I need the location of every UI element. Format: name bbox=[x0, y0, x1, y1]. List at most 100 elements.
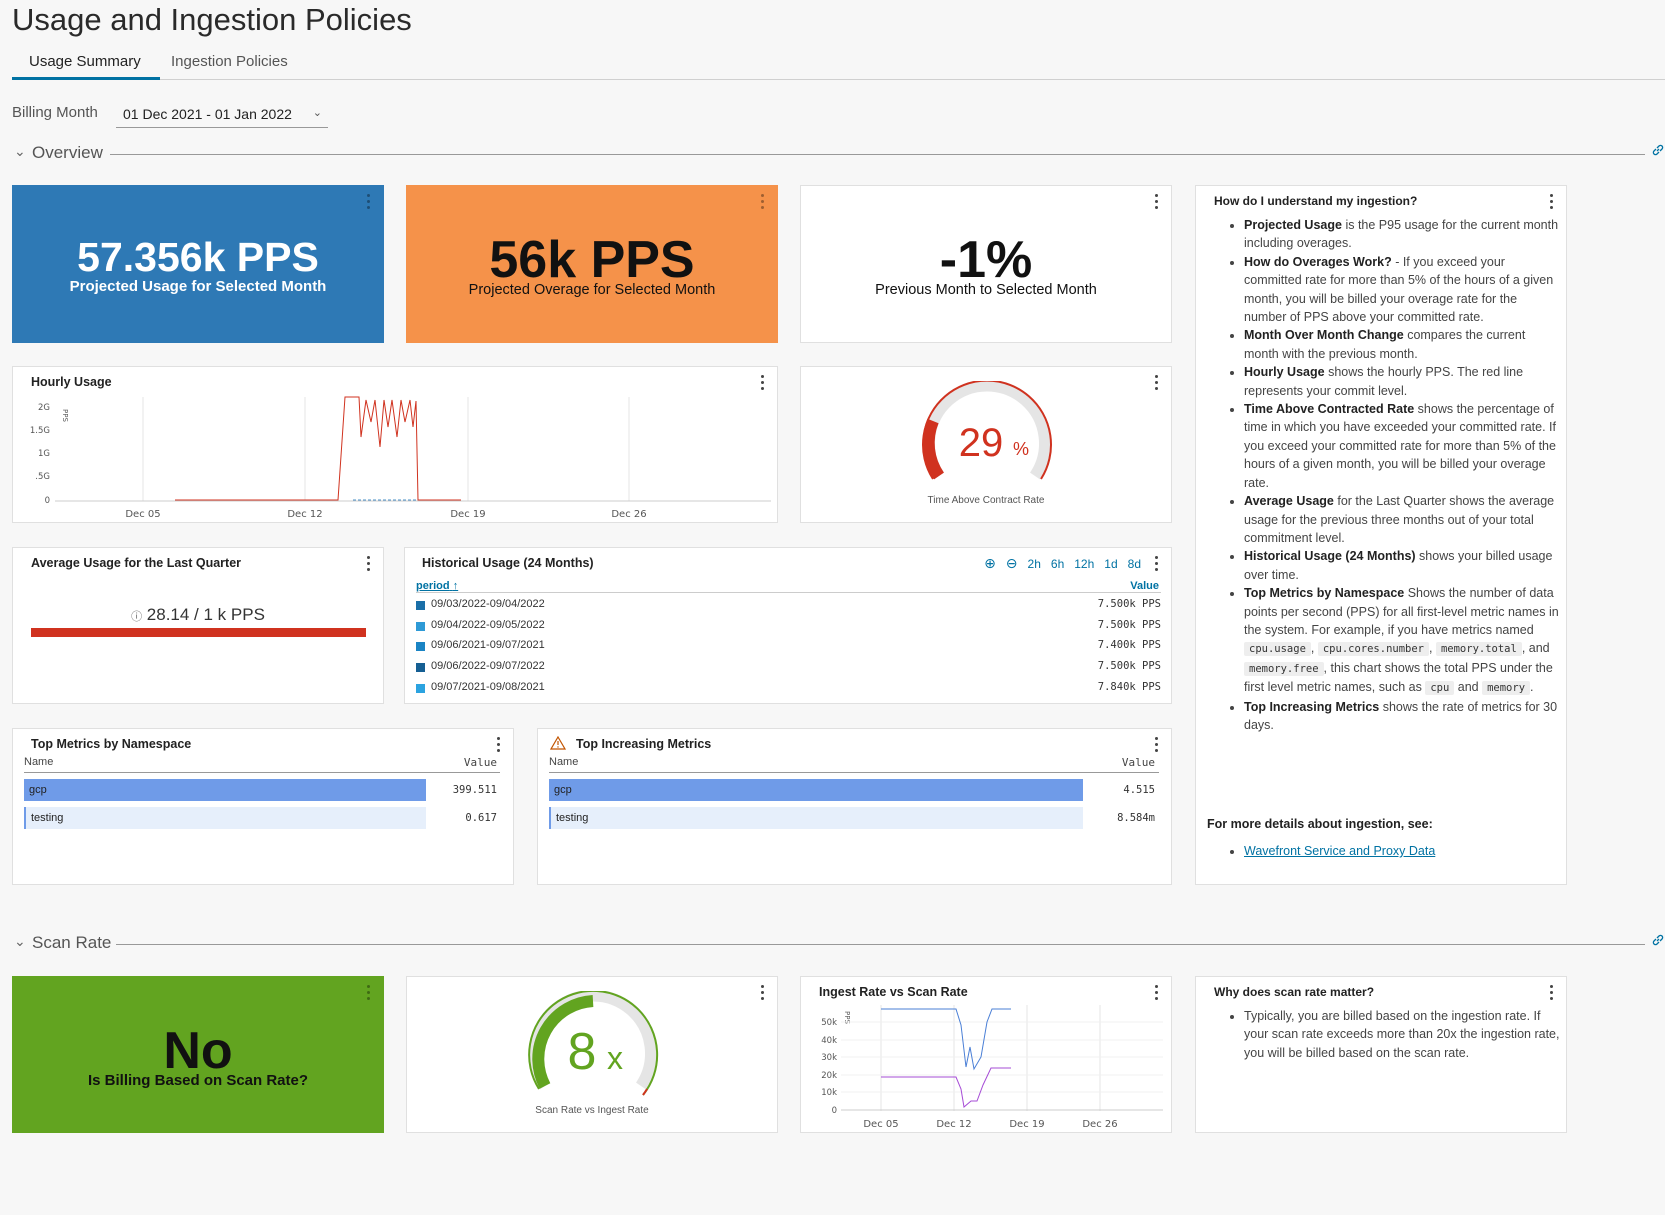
chevron-down-icon[interactable]: ⌄ bbox=[14, 143, 26, 159]
top-increasing-card: Top Increasing Metrics Name Value gcp 4.… bbox=[537, 728, 1172, 885]
section-scan-rate-title: Scan Rate bbox=[32, 933, 112, 952]
card-menu-icon[interactable] bbox=[1550, 194, 1554, 210]
table-row[interactable]: 09/06/2022-09/07/2022 7.500k PPS bbox=[416, 660, 1161, 681]
projected-overage-card: 56k PPS Projected Overage for Selected M… bbox=[406, 185, 778, 343]
card-menu-icon[interactable] bbox=[1155, 194, 1159, 210]
table-row[interactable]: gcp bbox=[549, 779, 1083, 801]
ingest-vs-scan-title: Ingest Rate vs Scan Rate bbox=[819, 985, 968, 999]
x-tick: Dec 19 bbox=[1009, 1119, 1044, 1130]
link-icon[interactable] bbox=[1651, 143, 1665, 157]
billing-month-value: 01 Dec 2021 - 01 Jan 2022 bbox=[123, 106, 292, 122]
x-tick: Dec 05 bbox=[125, 509, 160, 520]
name-column-header: Name bbox=[549, 756, 579, 768]
chevron-down-icon[interactable]: ⌄ bbox=[14, 933, 26, 949]
table-row[interactable]: gcp bbox=[24, 779, 426, 801]
ingestion-help-card: How do I understand my ingestion? Projec… bbox=[1195, 185, 1567, 885]
namespace-value: 0.617 bbox=[465, 812, 497, 824]
list-item: Hourly Usage shows the hourly PPS. The r… bbox=[1244, 363, 1560, 400]
link-icon[interactable] bbox=[1651, 933, 1665, 947]
top-namespace-card: Top Metrics by Namespace Name Value gcp … bbox=[12, 728, 514, 885]
month-change-value: -1% bbox=[939, 231, 1033, 289]
section-divider bbox=[116, 944, 1645, 945]
month-change-label: Previous Month to Selected Month bbox=[875, 282, 1097, 298]
table-row[interactable]: 09/07/2021-09/08/2021 7.840k PPS bbox=[416, 681, 1161, 702]
card-menu-icon[interactable] bbox=[1155, 737, 1159, 753]
range-1d-button[interactable]: 1d bbox=[1104, 556, 1118, 571]
y-axis-unit: PPS bbox=[61, 409, 69, 422]
y-tick: 0 bbox=[832, 1106, 837, 1116]
series-swatch bbox=[416, 663, 425, 673]
list-item: Historical Usage (24 Months) shows your … bbox=[1244, 547, 1560, 584]
time-above-unit: % bbox=[1013, 439, 1029, 459]
range-12h-button[interactable]: 12h bbox=[1074, 556, 1095, 571]
series-swatch bbox=[416, 601, 425, 610]
projected-usage-label: Projected Usage for Selected Month bbox=[69, 278, 327, 295]
active-tab-indicator bbox=[12, 77, 160, 80]
card-menu-icon[interactable] bbox=[367, 556, 371, 572]
value-column-header[interactable]: Value bbox=[1130, 580, 1159, 592]
list-item: Time Above Contracted Rate shows the per… bbox=[1244, 400, 1560, 492]
scan-rate-gauge: 8 x bbox=[528, 991, 659, 1096]
card-menu-icon[interactable] bbox=[367, 985, 371, 1001]
card-menu-icon[interactable] bbox=[761, 375, 765, 391]
historical-usage-card: Historical Usage (24 Months) ⊕ ⊖ 2h 6h 1… bbox=[404, 547, 1172, 704]
range-8d-button[interactable]: 8d bbox=[1127, 556, 1141, 571]
zoom-in-icon[interactable]: ⊕ bbox=[984, 555, 996, 571]
namespace-value: 399.511 bbox=[452, 784, 497, 796]
section-scan-rate-header[interactable]: ⌄ Scan Rate bbox=[12, 933, 1665, 955]
period-column-header[interactable]: period ↑ bbox=[416, 580, 459, 592]
y-tick: .5G bbox=[35, 472, 50, 482]
section-overview-title: Overview bbox=[32, 143, 103, 162]
list-item: Typically, you are billed based on the i… bbox=[1244, 1007, 1560, 1062]
series-swatch bbox=[416, 642, 425, 652]
projected-usage-card: 57.356k PPS Projected Usage for Selected… bbox=[12, 185, 384, 343]
wavefront-docs-link[interactable]: Wavefront Service and Proxy Data bbox=[1244, 844, 1436, 858]
table-row[interactable]: testing bbox=[24, 807, 426, 829]
y-tick: 1.5G bbox=[30, 426, 50, 436]
page-title: Usage and Ingestion Policies bbox=[12, 2, 412, 37]
table-row[interactable]: 09/06/2021-09/07/2021 7.400k PPS bbox=[416, 639, 1161, 660]
time-range-controls: ⊕ ⊖ 2h 6h 12h 1d 8d bbox=[984, 555, 1141, 572]
card-menu-icon[interactable] bbox=[367, 194, 371, 210]
range-6h-button[interactable]: 6h bbox=[1050, 556, 1065, 571]
card-menu-icon[interactable] bbox=[1155, 375, 1159, 391]
list-item: Wavefront Service and Proxy Data bbox=[1244, 842, 1435, 860]
card-menu-icon[interactable] bbox=[497, 737, 501, 753]
x-tick: Dec 12 bbox=[287, 509, 322, 520]
x-tick: Dec 05 bbox=[863, 1119, 898, 1130]
card-menu-icon[interactable] bbox=[1155, 556, 1159, 572]
info-icon[interactable]: ⓘ bbox=[131, 611, 143, 623]
list-item: Average Usage for the Last Quarter shows… bbox=[1244, 492, 1560, 547]
card-menu-icon[interactable] bbox=[1155, 985, 1159, 1001]
tab-usage-summary[interactable]: Usage Summary bbox=[29, 53, 141, 70]
y-tick: 20k bbox=[821, 1071, 837, 1081]
avg-usage-value-row: ⓘ 28.14 / 1 k PPS bbox=[13, 605, 383, 625]
table-row[interactable]: testing bbox=[549, 807, 1083, 829]
table-row[interactable]: 09/03/2022-09/04/2022 7.500k PPS bbox=[416, 598, 1161, 619]
section-divider bbox=[110, 154, 1645, 155]
historical-table: 09/03/2022-09/04/2022 7.500k PPS 09/04/20… bbox=[416, 598, 1161, 701]
zoom-out-icon[interactable]: ⊖ bbox=[1005, 555, 1018, 571]
time-above-card: 29 % Time Above Contract Rate bbox=[800, 366, 1172, 523]
card-menu-icon[interactable] bbox=[1550, 985, 1554, 1001]
ingestion-help-title: How do I understand my ingestion? bbox=[1214, 194, 1418, 208]
tab-ingestion-policies[interactable]: Ingestion Policies bbox=[171, 53, 288, 70]
scan-rate-unit: x bbox=[607, 1040, 623, 1076]
avg-usage-title: Average Usage for the Last Quarter bbox=[31, 556, 242, 570]
range-2h-button[interactable]: 2h bbox=[1027, 556, 1041, 571]
projected-usage-value: 57.356k PPS bbox=[77, 234, 319, 280]
list-item: Top Metrics by Namespace Shows the numbe… bbox=[1244, 584, 1560, 697]
time-above-label: Time Above Contract Rate bbox=[927, 495, 1045, 506]
code-snippet: cpu.cores.number bbox=[1317, 642, 1430, 657]
card-menu-icon[interactable] bbox=[761, 985, 765, 1001]
x-tick: Dec 12 bbox=[936, 1119, 971, 1130]
y-axis-unit: PPS bbox=[843, 1011, 851, 1024]
series-swatch bbox=[416, 621, 425, 631]
avg-usage-card: Average Usage for the Last Quarter ⓘ 28.… bbox=[12, 547, 384, 704]
card-menu-icon[interactable] bbox=[761, 194, 765, 210]
section-overview-header[interactable]: ⌄ Overview bbox=[12, 143, 1665, 165]
y-tick: 2G bbox=[38, 403, 50, 413]
table-row[interactable]: 09/04/2022-09/05/2022 7.500k PPS bbox=[416, 619, 1161, 640]
billing-month-select[interactable]: 01 Dec 2021 - 01 Jan 2022 ⌄ bbox=[116, 104, 328, 128]
name-column-header: Name bbox=[24, 756, 54, 768]
